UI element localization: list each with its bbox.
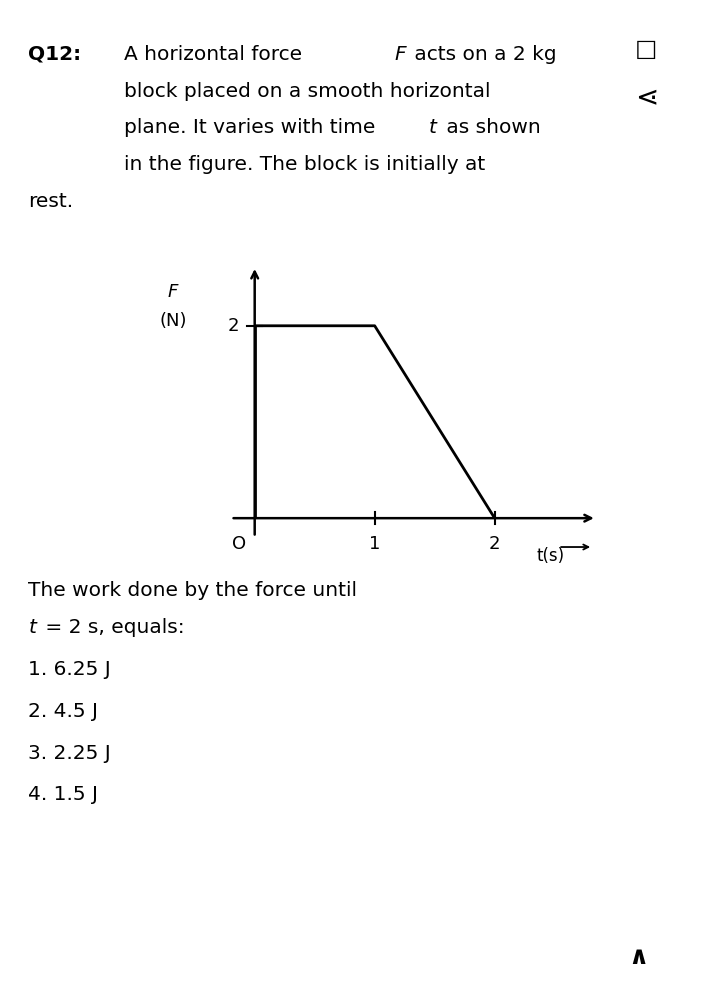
Text: F: F — [394, 45, 406, 64]
Text: 2. 4.5 J: 2. 4.5 J — [28, 702, 99, 721]
Text: t: t — [429, 118, 437, 137]
Text: 3. 2.25 J: 3. 2.25 J — [28, 744, 111, 762]
Text: 1. 6.25 J: 1. 6.25 J — [28, 660, 111, 679]
Text: Q12:: Q12: — [28, 45, 82, 64]
Text: (N): (N) — [160, 312, 187, 330]
Text: 4. 1.5 J: 4. 1.5 J — [28, 785, 99, 804]
Text: The work done by the force until: The work done by the force until — [28, 581, 357, 600]
Text: 1: 1 — [369, 536, 380, 554]
Text: plane. It varies with time: plane. It varies with time — [124, 118, 382, 137]
Text: ⋖: ⋖ — [635, 83, 658, 111]
Text: 2: 2 — [228, 317, 239, 335]
Text: A horizontal force: A horizontal force — [124, 45, 308, 64]
Text: F: F — [168, 283, 178, 301]
Text: rest.: rest. — [28, 192, 74, 211]
Text: O: O — [232, 536, 246, 554]
Text: as shown: as shown — [440, 118, 540, 137]
Text: t(s): t(s) — [537, 547, 565, 565]
Text: in the figure. The block is initially at: in the figure. The block is initially at — [124, 155, 486, 174]
Text: = 2 s, equals:: = 2 s, equals: — [39, 618, 184, 637]
Text: ☐: ☐ — [635, 40, 657, 64]
Text: t: t — [28, 618, 36, 637]
Text: acts on a 2 kg: acts on a 2 kg — [408, 45, 557, 64]
Text: 2: 2 — [489, 536, 501, 554]
Text: block placed on a smooth horizontal: block placed on a smooth horizontal — [124, 82, 491, 100]
Text: ∧: ∧ — [628, 945, 648, 969]
